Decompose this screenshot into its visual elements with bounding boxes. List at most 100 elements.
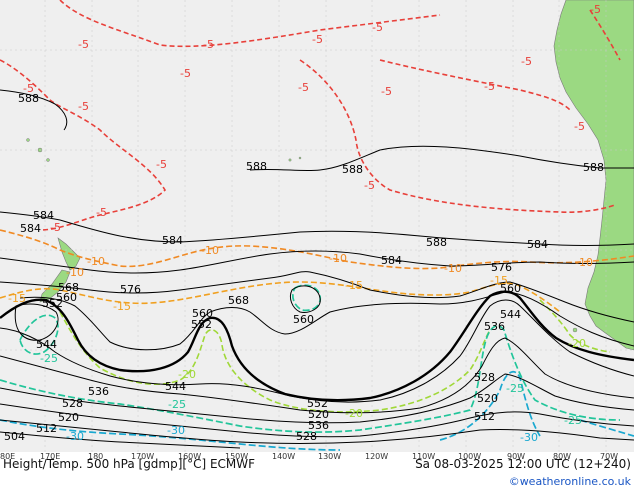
temp-label: -10	[87, 255, 105, 268]
ocean-background	[0, 0, 634, 452]
temp-label: -25	[168, 398, 186, 411]
temp-label: -5	[156, 158, 167, 171]
height-label: 552	[191, 318, 212, 331]
height-label: 512	[36, 422, 57, 435]
height-label: 528	[62, 397, 83, 410]
height-label: 528	[296, 430, 317, 443]
axis-label: 130W	[318, 452, 341, 461]
temp-contours-minus5	[0, 0, 621, 231]
valid-time: Sa 08-03-2025 12:00 UTC (12+240)	[415, 457, 631, 471]
temp-label: -10	[444, 262, 462, 275]
temp-label: -25	[564, 414, 582, 427]
temp-label: -5	[381, 85, 392, 98]
temp-label: -10	[66, 266, 84, 279]
height-label: 528	[474, 371, 495, 384]
axis-label: 180	[88, 452, 103, 461]
temp-label: -15	[8, 292, 26, 305]
temp-label: -5	[203, 38, 214, 51]
temp-label: -25	[506, 382, 524, 395]
height-label: 552	[42, 297, 63, 310]
temp-label: -5	[180, 67, 191, 80]
height-label: 588	[583, 161, 604, 174]
temp-label: -5	[96, 206, 107, 219]
temp-label: -20	[178, 368, 196, 381]
height-label: 568	[228, 294, 249, 307]
temp-label: -5	[364, 179, 375, 192]
axis-label: 140W	[272, 452, 295, 461]
height-label: 588	[342, 163, 363, 176]
axis-label: 120W	[365, 452, 388, 461]
height-label: 584	[381, 254, 402, 267]
temp-labels: -5 -5 -5 -5 -5 -5 -5 -5 -5 -5 -5 -5 -5 -…	[8, 3, 601, 444]
map-title: Height/Temp. 500 hPa [gdmp][°C] ECMWF	[3, 457, 255, 471]
temp-label: -5	[590, 3, 601, 16]
temp-label: -15	[113, 300, 131, 313]
height-label: 584	[527, 238, 548, 251]
temp-label: -30	[167, 424, 185, 437]
height-label: 560	[500, 282, 521, 295]
axis-label: 110W	[412, 452, 435, 461]
height-label: 584	[33, 209, 54, 222]
temp-label: -15	[490, 274, 508, 287]
temp-label: -15	[345, 279, 363, 292]
height-label: 552	[307, 397, 328, 410]
axis-label: 170E	[40, 452, 60, 461]
temp-label: -5	[78, 38, 89, 51]
height-label: 584	[20, 222, 41, 235]
height-label: 576	[120, 283, 141, 296]
axis-label: 170W	[131, 452, 154, 461]
axis-label: 150W	[225, 452, 248, 461]
height-label: 512	[474, 410, 495, 423]
temp-label: -5	[372, 21, 383, 34]
height-label: 576	[491, 261, 512, 274]
temp-label: -20	[568, 337, 586, 350]
height-label: 520	[308, 408, 329, 421]
temp-label: -5	[50, 221, 61, 234]
temp-label: -10	[329, 252, 347, 265]
height-label: 544	[36, 338, 57, 351]
height-label: 560	[56, 291, 77, 304]
temp-label: -5	[484, 80, 495, 93]
longitude-axis: 80E 170E 180 170W 160W 150W 140W 130W 12…	[0, 452, 618, 461]
height-label: 536	[308, 419, 329, 432]
height-label: 560	[293, 313, 314, 326]
axis-label: 80W	[553, 452, 571, 461]
temp-label: -10	[575, 256, 593, 269]
temp-label: -5	[23, 82, 34, 95]
temp-label: -25	[40, 352, 58, 365]
height-label: 544	[165, 380, 186, 393]
axis-label: 90W	[507, 452, 525, 461]
height-label: 588	[246, 160, 267, 173]
height-label: 504	[4, 430, 25, 443]
height-label: 568	[58, 281, 79, 294]
height-contour-552	[0, 290, 634, 402]
credit-link[interactable]: ©weatheronline.co.uk	[509, 475, 632, 488]
axis-label: 100W	[458, 452, 481, 461]
temp-contours-minus10	[0, 229, 634, 270]
temp-label: -5	[298, 81, 309, 94]
height-label: 536	[88, 385, 109, 398]
height-contours	[0, 89, 634, 449]
height-label: 520	[477, 392, 498, 405]
axis-label: 80E	[0, 452, 15, 461]
temp-label: -10	[201, 244, 219, 257]
footer-band	[0, 452, 634, 490]
temp-label: -30	[520, 431, 538, 444]
temp-contours-minus25	[0, 284, 621, 433]
height-labels: 588 588 588 588 588 584 584 584 584 584 …	[4, 92, 604, 443]
height-label: 520	[58, 411, 79, 424]
height-label: 584	[162, 234, 183, 247]
height-label: 544	[500, 308, 521, 321]
temp-label: -5	[521, 55, 532, 68]
temp-label: -20	[345, 407, 363, 420]
temp-label: -5	[312, 33, 323, 46]
temp-label: -30	[66, 430, 84, 443]
axis-label: 160W	[178, 452, 201, 461]
temp-label: -5	[78, 100, 89, 113]
temp-label: -5	[574, 120, 585, 133]
height-label: 588	[18, 92, 39, 105]
axis-label: 70W	[600, 452, 618, 461]
height-label: 536	[484, 320, 505, 333]
height-label: 560	[192, 307, 213, 320]
